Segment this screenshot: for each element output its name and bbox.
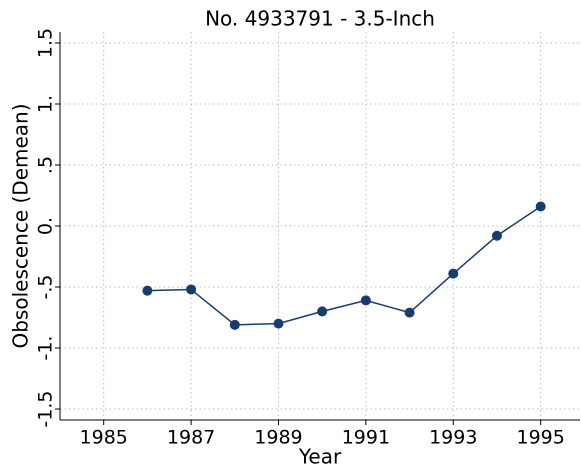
y-tick-label: 1. — [35, 95, 57, 113]
y-tick-label: -1.5 — [35, 390, 57, 427]
x-tick-label: 1987 — [167, 427, 215, 449]
marker — [404, 307, 415, 318]
marker — [535, 201, 546, 212]
marker — [317, 306, 328, 317]
marker — [360, 295, 371, 306]
y-tick-label: -1. — [35, 336, 57, 361]
x-tick-label: 1991 — [342, 427, 390, 449]
y-tick-label: .5 — [35, 156, 57, 174]
marker — [229, 319, 240, 330]
y-tick-label: -.5 — [35, 275, 57, 300]
x-tick-label: 1993 — [429, 427, 477, 449]
x-tick-label: 1995 — [516, 427, 564, 449]
marker — [491, 230, 502, 241]
y-axis-title: Obsolescence (Demean) — [9, 103, 33, 348]
marker — [142, 285, 153, 296]
x-tick-label: 1989 — [254, 427, 302, 449]
chart-title: No. 4933791 - 3.5-Inch — [205, 7, 435, 31]
x-tick-label: 1985 — [80, 427, 128, 449]
x-axis-title: Year — [298, 445, 342, 469]
marker — [186, 284, 197, 295]
marker — [273, 318, 284, 329]
line — [147, 205, 542, 326]
marker — [448, 268, 459, 279]
y-tick-label: 1.5 — [35, 28, 57, 58]
y-tick-label: 0. — [35, 217, 57, 235]
